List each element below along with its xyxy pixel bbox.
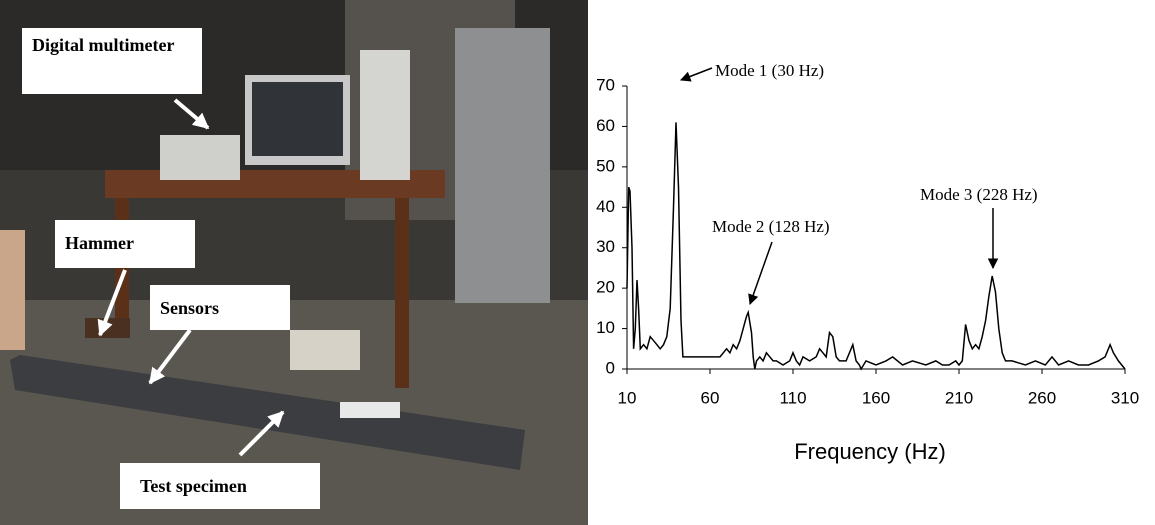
x-tick-label: 60 (701, 388, 720, 407)
annotation: Mode 1 (30 Hz) (715, 61, 824, 80)
x-tick-label: 110 (779, 388, 806, 407)
annotation: Mode 2 (128 Hz) (712, 217, 830, 236)
x-tick-label: 310 (1111, 388, 1139, 407)
y-tick-label: 70 (596, 75, 615, 94)
photo-label: Digital multimeter (22, 28, 202, 94)
x-tick-label: 10 (618, 388, 637, 407)
y-tick-label: 40 (596, 197, 615, 216)
annotation-arrow (748, 241, 773, 305)
x-tick-label: 210 (945, 388, 973, 407)
photo-label: Sensors (150, 285, 290, 330)
y-tick-label: 30 (596, 237, 615, 256)
x-tick-label: 160 (862, 388, 890, 407)
x-tick-label: 260 (1028, 388, 1056, 407)
line (626, 122, 1126, 371)
y-tick-label: 0 (606, 358, 615, 377)
y-tick-label: 50 (596, 156, 615, 175)
photo (0, 0, 588, 525)
annotation-arrow (680, 67, 713, 82)
photo-label: Hammer (55, 220, 195, 268)
y-tick-label: 60 (596, 116, 615, 135)
photo-label: Test specimen (120, 463, 320, 509)
x-axis-label: Frequency (Hz) (794, 439, 946, 464)
annotation: Mode 3 (228 Hz) (920, 185, 1038, 204)
y-tick-label: 10 (596, 318, 615, 337)
y-tick-label: 20 (596, 278, 615, 297)
